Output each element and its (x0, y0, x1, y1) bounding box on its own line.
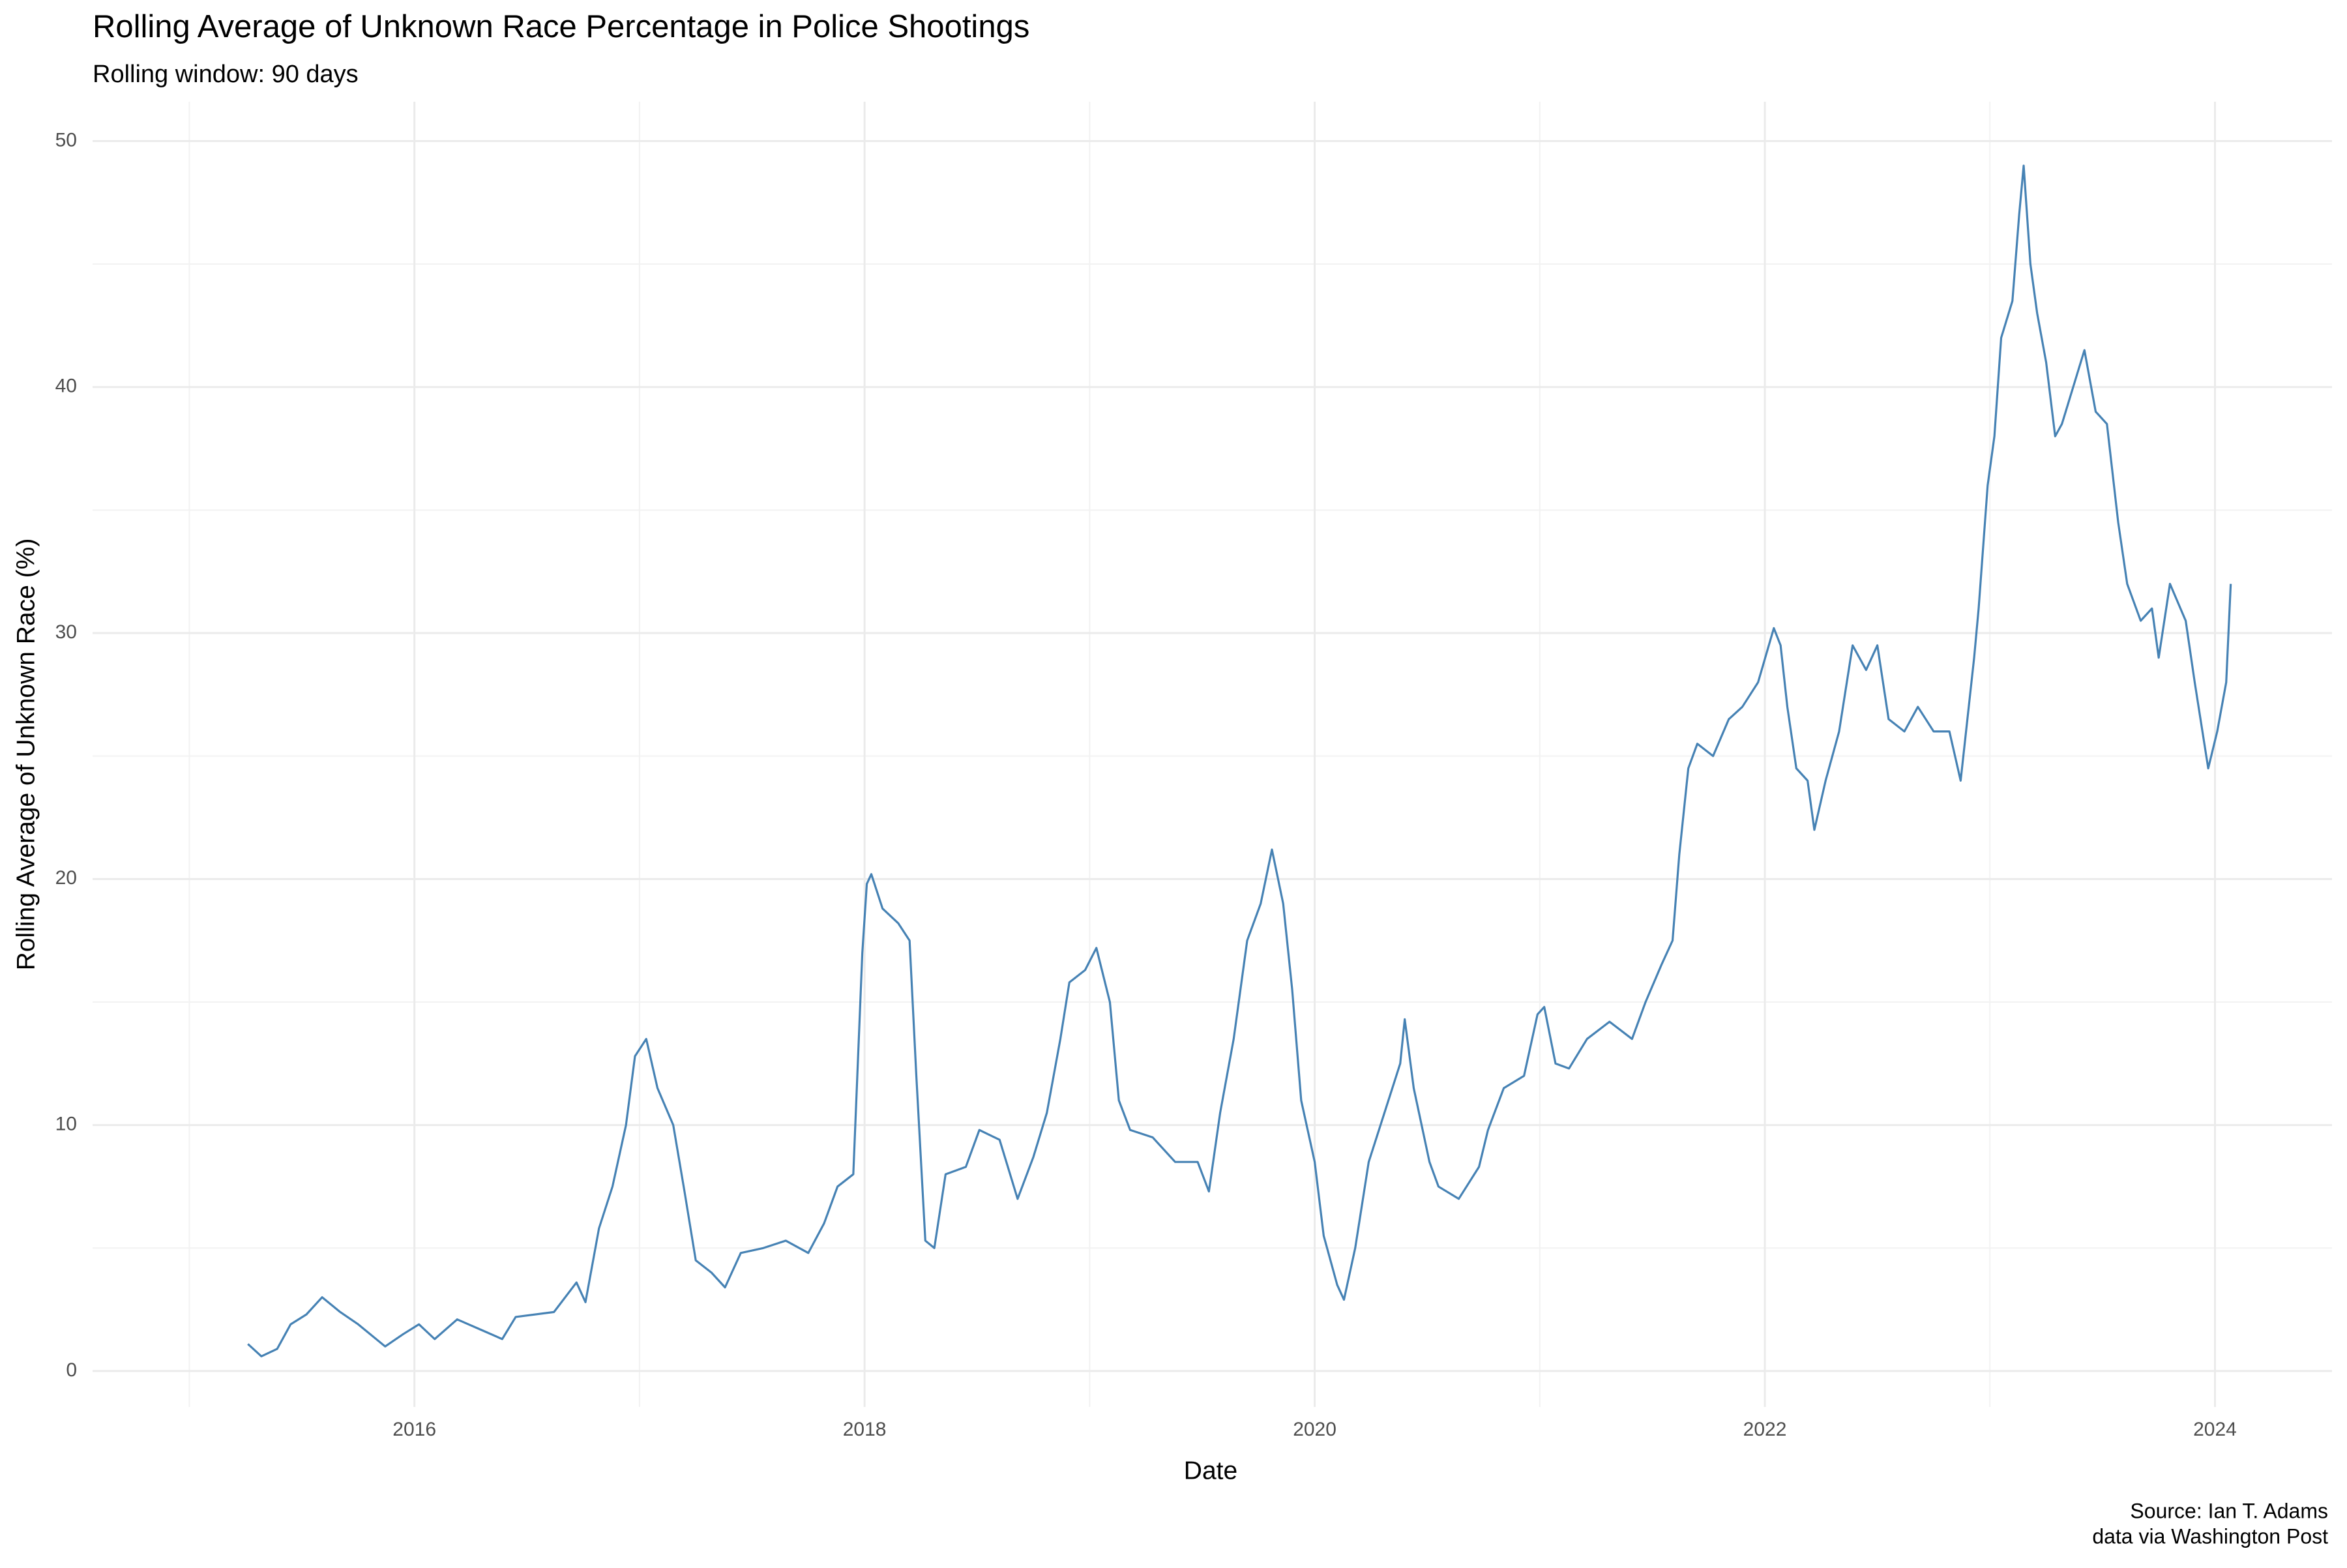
x-tick-label: 2024 (2193, 1419, 2237, 1440)
grid (93, 102, 2332, 1407)
chart-title: Rolling Average of Unknown Race Percenta… (93, 9, 1029, 44)
x-axis-title: Date (1184, 1457, 1237, 1485)
x-tick-label: 2022 (1743, 1419, 1787, 1440)
caption: Source: Ian T. Adams (2130, 1499, 2328, 1522)
data-line (247, 164, 2232, 1357)
chart-subtitle: Rolling window: 90 days (93, 61, 359, 88)
y-tick-label: 40 (55, 376, 77, 397)
x-tick-label: 2018 (843, 1419, 887, 1440)
y-tick-label: 10 (55, 1114, 77, 1135)
y-tick-label: 30 (55, 621, 77, 643)
y-tick-label: 50 (55, 129, 77, 151)
y-axis-title: Rolling Average of Unknown Race (%) (12, 539, 40, 971)
y-tick-label: 20 (55, 867, 77, 889)
x-tick-label: 2020 (1293, 1419, 1336, 1440)
caption: data via Washington Post (2092, 1524, 2328, 1548)
x-tick-label: 2016 (392, 1419, 436, 1440)
y-tick-label: 0 (66, 1359, 77, 1381)
